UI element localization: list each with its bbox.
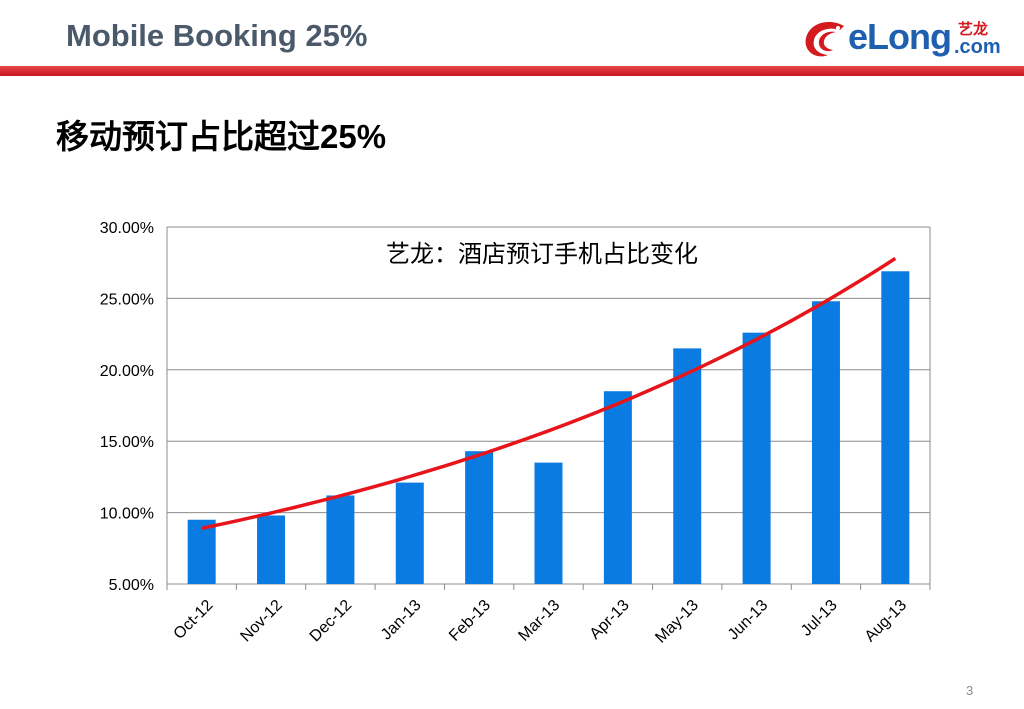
bar-aug-13 xyxy=(881,271,910,584)
trend-line xyxy=(201,256,897,531)
y-tick-label: 10.00% xyxy=(100,506,154,523)
chart-title: 艺龙：酒店预订手机占比变化 xyxy=(386,240,698,268)
x-tick-label: Feb-13 xyxy=(446,597,494,645)
bar-dec-12 xyxy=(326,495,355,584)
bar-nov-12 xyxy=(257,515,286,584)
bar-jan-13 xyxy=(395,482,424,584)
header-divider-bar xyxy=(0,66,1024,76)
dragon-logo-icon xyxy=(805,22,844,57)
bar-feb-13 xyxy=(465,451,494,584)
bar-mar-13 xyxy=(534,462,563,584)
bar-oct-12 xyxy=(187,519,216,584)
logo-chinese-name: 艺龙 xyxy=(958,21,989,38)
bar-apr-13 xyxy=(603,391,632,584)
y-tick-label: 5.00% xyxy=(109,577,154,594)
x-tick-label: Apr-13 xyxy=(587,597,633,643)
page-header-title: Mobile Booking 25% xyxy=(66,18,368,53)
x-tick-label: May-13 xyxy=(652,597,702,647)
x-tick-label: Jan-13 xyxy=(378,597,425,644)
y-tick-label: 20.00% xyxy=(100,363,154,380)
x-tick-label: Dec-12 xyxy=(307,597,356,646)
x-tick-label: Mar-13 xyxy=(515,597,563,645)
bar-may-13 xyxy=(673,348,702,584)
y-tick-label: 15.00% xyxy=(100,434,154,451)
x-tick-label: Oct-12 xyxy=(171,597,217,643)
bar-jun-13 xyxy=(742,332,771,584)
y-tick-label: 30.00% xyxy=(100,220,154,237)
bar-jul-13 xyxy=(811,301,840,584)
elong-logo: eLong 艺龙 .com xyxy=(800,16,1010,62)
x-tick-label: Aug-13 xyxy=(862,597,911,646)
logo-domain-suffix: .com xyxy=(954,36,1001,58)
x-tick-label: Nov-12 xyxy=(237,597,286,646)
slide-subtitle: 移动预订占比超过25% xyxy=(56,118,387,155)
y-tick-label: 25.00% xyxy=(100,291,154,308)
logo-wordmark: eLong xyxy=(848,16,952,57)
page-number: 3 xyxy=(966,683,974,698)
x-tick-label: Jun-13 xyxy=(725,597,772,644)
x-tick-label: Jul-13 xyxy=(798,597,841,640)
